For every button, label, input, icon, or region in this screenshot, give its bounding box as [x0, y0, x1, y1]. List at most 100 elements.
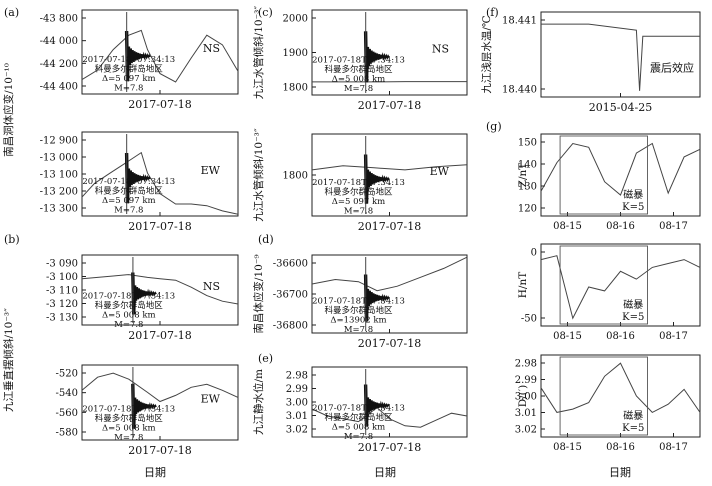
- panel-letter: (c): [258, 6, 273, 19]
- panel-f: 18.441 18.440 2015-04-25 震后效应 (f)九江浅层水温/℃: [480, 6, 701, 114]
- ytick-label: -43 800: [40, 14, 78, 25]
- annotation-line: 2017-07-18T07:34:13: [312, 56, 405, 66]
- xtick-label: 2017-07-18: [358, 99, 421, 112]
- ylabel: 九江静水位/m: [252, 369, 265, 435]
- data-line: [540, 142, 701, 196]
- ytick-label: 140: [518, 160, 537, 171]
- ytick-label: -13 000: [40, 153, 78, 164]
- ytick-label: -13 200: [40, 187, 78, 198]
- annotation-line: M=7.8: [344, 84, 373, 94]
- seismic-burst: [363, 384, 390, 427]
- xtick-label: 08-17: [659, 331, 688, 342]
- annotation-line: Δ=5 008 km: [102, 424, 156, 434]
- ytick-label: -44 400: [40, 82, 78, 93]
- data-line: [311, 256, 468, 292]
- xtick-label: 08-15: [553, 221, 582, 232]
- ytick-label: -3 110: [46, 286, 78, 297]
- storm-window: [559, 245, 648, 325]
- ylabel: 南昌洞体应变/10⁻¹⁰: [2, 63, 15, 157]
- data-line: [311, 406, 468, 428]
- annotation-line: M=7.8: [344, 432, 373, 442]
- component-label: NS: [203, 280, 220, 293]
- annotation-line: Δ=5 008 km: [102, 310, 156, 320]
- annotation-line: M=7.8: [344, 206, 373, 216]
- ylabel: 九江水管倾斜/10⁻³″: [252, 6, 265, 100]
- xtick-label: 08-16: [606, 442, 635, 453]
- ytick-label: -36800: [273, 321, 308, 332]
- plot-frame: [540, 11, 701, 98]
- component-label: EW: [430, 165, 450, 178]
- xtick-label: 08-16: [606, 331, 635, 342]
- panel-letter: (a): [4, 6, 19, 19]
- panel-e: 2.98 2.99 3.00 3.01 3.02 2017-07-18 2017-07-18…: [252, 352, 468, 454]
- ytick-label: 120: [518, 204, 537, 215]
- ylabel: 九江浅层水温/℃: [480, 15, 493, 94]
- panel-letter: (f): [486, 6, 499, 19]
- xtick-label: 08-15: [553, 331, 582, 342]
- xtick-label: 2017-07-18: [358, 220, 421, 233]
- ytick-label: -44 000: [40, 36, 78, 47]
- xtick-label: 08-17: [659, 221, 688, 232]
- annotation-line: M=7.8: [344, 325, 373, 335]
- ytick-label: 2.99: [515, 375, 537, 386]
- ytick-label: 1800: [283, 83, 308, 94]
- annotation-line: 震后效应: [650, 61, 694, 75]
- xtick-label: 08-17: [659, 442, 688, 453]
- panel-a1: -43 800 -44 000 -44 200 -44 400 2017-07-18 NS…: [2, 6, 239, 157]
- panel-g1: 150 140 130 120 08-15 08-16 08-17 磁暴K=5 (g) Z/nT: [486, 120, 701, 232]
- ytick-label: -36600: [273, 259, 308, 270]
- data-line: [540, 362, 701, 414]
- data-line: [81, 274, 239, 305]
- seismic-burst: [363, 154, 390, 204]
- data-line: [540, 255, 701, 320]
- storm-window: [559, 356, 648, 436]
- ytick-label: 1800: [283, 171, 308, 182]
- annotation-line: Δ=13902 km: [330, 315, 386, 325]
- ytick-label: -44 200: [40, 59, 78, 70]
- annotation-line: 科曼多尔群岛地区: [324, 305, 393, 316]
- ytick-label: -36700: [273, 290, 308, 301]
- panel-c2: 1800 2017-07-18 EW 2017-07-18T07:34:13科曼多尔群…: [252, 128, 468, 233]
- xtick-label: 2017-07-18: [128, 220, 191, 233]
- annotation-line: M=7.8: [114, 320, 143, 330]
- data-line: [81, 29, 239, 83]
- annotation-line: Δ=5 097 km: [102, 196, 156, 206]
- ytick-label: -580: [56, 428, 78, 439]
- seismic-burst: [363, 274, 390, 322]
- ytick-label: 2000: [283, 14, 308, 25]
- ytick-label: 150: [518, 138, 537, 149]
- seismic-burst: [131, 383, 157, 429]
- panel-d: -36600 -36700 -36800 2017-07-18 2017-07-18T0…: [252, 233, 468, 350]
- annotation-line: 科曼多尔群岛地区: [95, 64, 164, 75]
- annotation-line: K=5: [622, 202, 644, 213]
- ytick-label: -3 090: [46, 259, 78, 270]
- data-line: [81, 372, 239, 403]
- panel-letter: (d): [258, 233, 274, 246]
- component-label: EW: [201, 164, 221, 177]
- annotation-line: 科曼多尔群岛地区: [324, 64, 393, 75]
- panel-g2: 0 -50 08-15 08-16 08-17 磁暴K=5 H/nT: [517, 243, 701, 342]
- ytick-label: -12 900: [40, 136, 78, 147]
- annotation-line: M=7.8: [114, 433, 143, 443]
- ytick-label: -50: [521, 314, 537, 325]
- data-line: [81, 151, 239, 215]
- ylabel: D/(′): [517, 385, 529, 408]
- ytick-label: 3.01: [286, 411, 308, 422]
- annotation-line: 2017-07-18T07:34:13: [312, 403, 405, 413]
- component-label: NS: [203, 42, 220, 55]
- annotation-line: 2017-07-18T07:34:13: [82, 177, 175, 187]
- panel-letter: (b): [4, 233, 20, 246]
- panel-c1: 2000 1900 1800 2017-07-18 NS 2017-07-18T07:34…: [252, 6, 468, 112]
- ylabel: H/nT: [517, 272, 529, 298]
- annotation-line: Δ=5 097 km: [102, 74, 156, 84]
- ytick-label: -13 300: [40, 204, 78, 215]
- xtick-label: 08-16: [606, 221, 635, 232]
- ytick-label: -560: [56, 408, 78, 419]
- xtick-label: 2017-07-18: [128, 98, 191, 111]
- annotation-line: K=5: [622, 423, 644, 434]
- xtick-label: 2017-07-18: [128, 444, 191, 457]
- xaxis-title-right: 日期: [609, 466, 631, 479]
- xtick-label: 2017-07-18: [358, 337, 421, 350]
- ytick-label: 3.02: [286, 425, 308, 436]
